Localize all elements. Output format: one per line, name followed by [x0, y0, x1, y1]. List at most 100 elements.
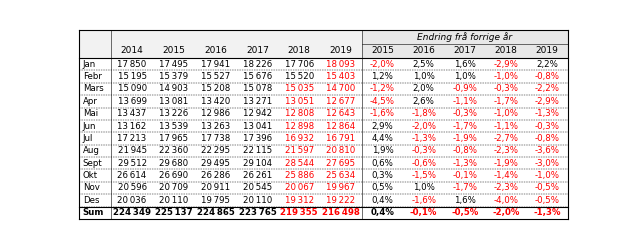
Text: Des: Des: [83, 196, 99, 205]
Text: 0,6%: 0,6%: [372, 159, 393, 168]
Text: -0,8%: -0,8%: [452, 146, 478, 155]
Text: 17 213: 17 213: [117, 134, 146, 143]
Text: -3,6%: -3,6%: [535, 146, 560, 155]
Text: 15 195: 15 195: [117, 72, 146, 81]
Text: -0,8%: -0,8%: [535, 72, 560, 81]
Text: 4,4%: 4,4%: [372, 134, 393, 143]
Text: 2017: 2017: [454, 46, 476, 55]
Text: 1,6%: 1,6%: [454, 60, 476, 69]
Text: 14 700: 14 700: [326, 84, 355, 93]
Text: -1,3%: -1,3%: [535, 109, 560, 118]
Text: 14 903: 14 903: [159, 84, 189, 93]
Text: 2016: 2016: [204, 46, 227, 55]
Text: 12 864: 12 864: [326, 122, 355, 131]
Text: 225 137: 225 137: [155, 208, 192, 217]
Text: 2017: 2017: [246, 46, 269, 55]
Text: -1,0%: -1,0%: [535, 171, 560, 180]
Text: 12 942: 12 942: [243, 109, 272, 118]
Text: Jul: Jul: [83, 134, 93, 143]
Text: -0,8%: -0,8%: [535, 134, 560, 143]
Text: 219 355: 219 355: [280, 208, 318, 217]
Text: 20 067: 20 067: [285, 184, 314, 192]
Text: 20 545: 20 545: [243, 184, 272, 192]
Text: 16 932: 16 932: [285, 134, 314, 143]
Text: 2,9%: 2,9%: [372, 122, 393, 131]
Text: 223 765: 223 765: [239, 208, 276, 217]
Text: 13 041: 13 041: [243, 122, 272, 131]
Text: -2,9%: -2,9%: [535, 97, 560, 106]
Text: -1,7%: -1,7%: [452, 122, 478, 131]
Text: -1,6%: -1,6%: [370, 109, 395, 118]
Text: -2,0%: -2,0%: [370, 60, 395, 69]
Text: 1,0%: 1,0%: [454, 72, 476, 81]
Text: 15 527: 15 527: [201, 72, 230, 81]
Text: 15 379: 15 379: [159, 72, 189, 81]
Text: -1,3%: -1,3%: [411, 134, 436, 143]
Text: 19 795: 19 795: [201, 196, 230, 205]
Text: Mai: Mai: [83, 109, 98, 118]
Text: 13 699: 13 699: [117, 97, 146, 106]
Text: 1,0%: 1,0%: [413, 72, 435, 81]
Text: -1,0%: -1,0%: [493, 109, 519, 118]
Text: -1,3%: -1,3%: [534, 208, 561, 217]
Text: Febr: Febr: [83, 72, 102, 81]
Text: 22 360: 22 360: [159, 146, 189, 155]
Text: Mars: Mars: [83, 84, 103, 93]
Text: 2016: 2016: [412, 46, 435, 55]
Text: -0,6%: -0,6%: [411, 159, 436, 168]
Text: -2,9%: -2,9%: [493, 60, 519, 69]
Text: -2,0%: -2,0%: [411, 122, 436, 131]
Text: 25 634: 25 634: [326, 171, 355, 180]
Text: 1,6%: 1,6%: [454, 196, 476, 205]
Text: 17 706: 17 706: [285, 60, 314, 69]
Text: -2,2%: -2,2%: [535, 84, 560, 93]
Text: 12 986: 12 986: [201, 109, 230, 118]
Text: -0,1%: -0,1%: [452, 171, 478, 180]
Text: Nov: Nov: [83, 184, 100, 192]
Text: 20 596: 20 596: [117, 184, 146, 192]
Text: -0,5%: -0,5%: [535, 184, 560, 192]
Text: Jan: Jan: [83, 60, 96, 69]
Text: 29 104: 29 104: [243, 159, 272, 168]
Text: -2,3%: -2,3%: [493, 184, 519, 192]
Text: 2018: 2018: [495, 46, 517, 55]
Text: 29 680: 29 680: [159, 159, 189, 168]
Text: 224 349: 224 349: [113, 208, 151, 217]
Text: Apr: Apr: [83, 97, 98, 106]
Bar: [79, 44, 362, 58]
Text: 216 498: 216 498: [322, 208, 360, 217]
Text: Jun: Jun: [83, 122, 97, 131]
Text: 26 286: 26 286: [201, 171, 230, 180]
Text: 2,0%: 2,0%: [413, 84, 435, 93]
Text: 18 093: 18 093: [326, 60, 355, 69]
Bar: [362, 30, 568, 44]
Text: 27 695: 27 695: [326, 159, 355, 168]
Text: -1,6%: -1,6%: [411, 196, 436, 205]
Text: 20 036: 20 036: [117, 196, 146, 205]
Text: 20 110: 20 110: [159, 196, 189, 205]
Text: 2,2%: 2,2%: [536, 60, 558, 69]
Text: 15 090: 15 090: [117, 84, 146, 93]
Text: -0,5%: -0,5%: [451, 208, 478, 217]
Text: 2,5%: 2,5%: [413, 60, 435, 69]
Text: 15 403: 15 403: [326, 72, 355, 81]
Text: 12 898: 12 898: [285, 122, 314, 131]
Text: 13 051: 13 051: [285, 97, 314, 106]
Text: 1,9%: 1,9%: [372, 146, 393, 155]
Text: 22 295: 22 295: [201, 146, 230, 155]
Text: 17 941: 17 941: [201, 60, 230, 69]
Text: 22 115: 22 115: [243, 146, 272, 155]
Text: 2,6%: 2,6%: [413, 97, 435, 106]
Text: 13 539: 13 539: [159, 122, 189, 131]
Text: 2018: 2018: [288, 46, 310, 55]
Text: 2015: 2015: [162, 46, 186, 55]
Text: 2019: 2019: [329, 46, 352, 55]
Text: 26 261: 26 261: [243, 171, 272, 180]
Text: 28 544: 28 544: [285, 159, 314, 168]
Text: Endring frå forrige år: Endring frå forrige år: [417, 32, 512, 42]
Text: -2,7%: -2,7%: [493, 134, 519, 143]
Text: Sum: Sum: [83, 208, 104, 217]
Text: 2015: 2015: [371, 46, 394, 55]
Text: 16 791: 16 791: [326, 134, 355, 143]
Text: 13 081: 13 081: [159, 97, 189, 106]
